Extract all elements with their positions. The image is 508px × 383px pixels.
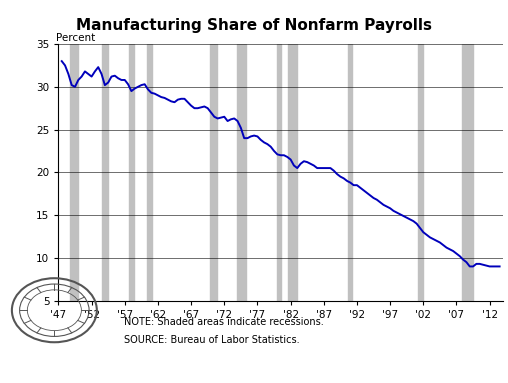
Text: Manufacturing Share of Nonfarm Payrolls: Manufacturing Share of Nonfarm Payrolls [76, 18, 432, 33]
Text: SOURCE: Bureau of Labor Statistics.: SOURCE: Bureau of Labor Statistics. [124, 335, 300, 345]
Text: NOTE: Shaded areas indicate recessions.: NOTE: Shaded areas indicate recessions. [124, 318, 324, 327]
Bar [347, 44, 352, 301]
Bar [102, 44, 108, 301]
Bar [288, 44, 297, 301]
Bar [129, 44, 134, 301]
Bar [277, 44, 281, 301]
Bar [418, 44, 423, 301]
Text: Percent: Percent [56, 33, 96, 43]
Bar [462, 44, 473, 301]
Bar [147, 44, 152, 301]
Bar [71, 44, 78, 301]
Bar [210, 44, 217, 301]
Bar [237, 44, 245, 301]
